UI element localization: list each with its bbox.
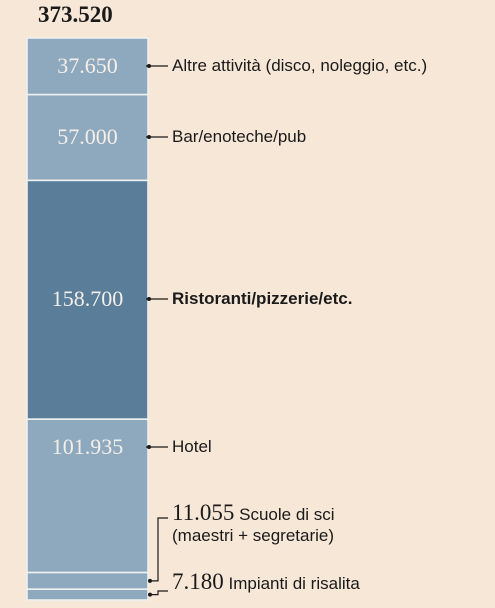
value-label: 158.700: [51, 286, 124, 311]
bar-segment: [26, 571, 149, 590]
bar-segment: [26, 418, 149, 574]
category-label-group: 7.180 Impianti di risalita: [172, 569, 377, 594]
value-label: 7.180: [172, 569, 224, 594]
category-label: Altre attività (disco, noleggio, etc.): [172, 56, 428, 75]
leader-line: [150, 590, 168, 596]
category-label-group: 11.055 Scuole di sci (maestri + segretar…: [172, 500, 377, 546]
leader-dot: [148, 592, 152, 597]
leader-dot: [147, 297, 151, 301]
leader-dot: [147, 445, 151, 449]
value-label: 101.935: [51, 434, 124, 459]
category-label: Impianti di risalita: [228, 574, 360, 593]
category-label: Bar/enoteche/pub: [172, 127, 307, 146]
category-label: Ristoranti/pizzerie/etc.: [172, 289, 353, 308]
value-label: 37.650: [57, 53, 118, 78]
value-label: 57.000: [57, 124, 118, 149]
leader-dot: [147, 135, 151, 139]
bar-segment: [26, 588, 149, 601]
chart-title: 373.520: [38, 2, 113, 27]
leader-line: [150, 517, 168, 582]
bar-segment: [26, 37, 149, 96]
category-label: Hotel: [172, 437, 212, 456]
value-label: 11.055: [172, 500, 235, 525]
leader-dot: [147, 64, 151, 68]
leader-dot: [148, 578, 152, 583]
category-label: Scuole di sci (maestri + segretarie): [172, 505, 335, 545]
